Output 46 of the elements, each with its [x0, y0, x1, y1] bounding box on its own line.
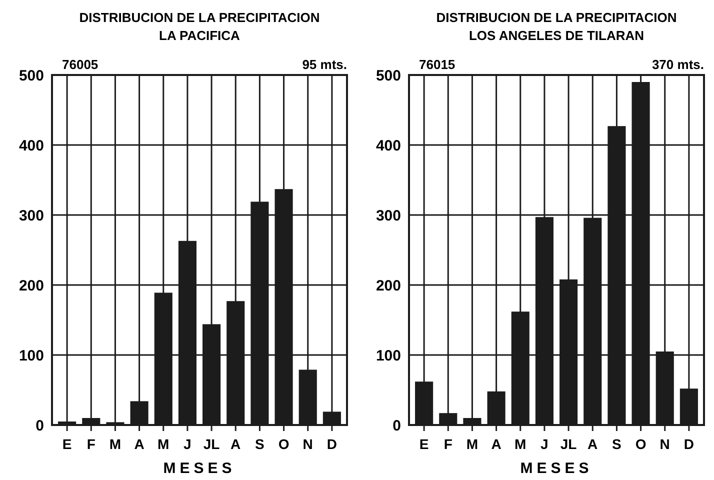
x-tick-label: F [86, 436, 96, 452]
x-tick-label: N [660, 436, 670, 452]
x-tick-label: N [302, 436, 313, 452]
x-tick-label: S [612, 436, 622, 452]
x-tick-label: S [255, 436, 264, 452]
chart-subtitle: LOS ANGELES DE TILARAN [468, 28, 644, 43]
text: 76005 [62, 57, 98, 72]
chart-title: DISTRIBUCION DE LA PRECIPITACION [436, 10, 677, 25]
y-tick-label: 400 [18, 137, 44, 154]
y-tick-label: 500 [376, 67, 401, 84]
x-tick-label: E [419, 436, 429, 452]
text: 76015 [419, 57, 456, 72]
x-tick-label: E [62, 436, 72, 452]
x-tick-label: M [466, 436, 478, 452]
x-tick-label: J [184, 436, 192, 452]
y-tick-label: 200 [18, 277, 44, 294]
x-tick-label: A [588, 436, 598, 452]
y-tick-label: 300 [18, 207, 44, 224]
y-tick-label: 100 [376, 347, 401, 364]
x-tick-label: M [514, 436, 526, 452]
x-tick-label: A [230, 436, 241, 452]
x-tick-label: M [158, 436, 170, 452]
text: 95 mts. [302, 57, 347, 72]
text: 370 mts. [652, 57, 704, 72]
x-tick-label: D [326, 436, 338, 452]
x-tick-label: A [134, 436, 144, 452]
x-tick-label: M [109, 436, 122, 452]
y-tick-label: 0 [36, 417, 44, 434]
x-tick-label: J [540, 436, 548, 452]
y-tick-label: 200 [376, 277, 401, 294]
x-tick-label: D [684, 436, 694, 452]
chart-title: DISTRIBUCION DE LA PRECIPITACION [79, 10, 320, 25]
chart-subtitle: LA PACIFICA [159, 28, 241, 43]
y-tick-label: 300 [376, 207, 401, 224]
y-tick-label: 500 [18, 67, 44, 84]
x-tick-label: O [278, 436, 290, 452]
y-tick-label: 0 [392, 417, 401, 434]
x-tick-label: F [444, 436, 453, 452]
y-tick-label: 100 [18, 347, 44, 364]
x-tick-label: A [491, 436, 502, 452]
x-axis-title: MESES [520, 460, 593, 477]
x-axis-title: MESES [163, 460, 236, 477]
x-tick-label: O [635, 436, 646, 452]
x-tick-label: JL [203, 436, 220, 452]
x-tick-label: JL [560, 436, 578, 452]
y-tick-label: 400 [376, 137, 401, 154]
